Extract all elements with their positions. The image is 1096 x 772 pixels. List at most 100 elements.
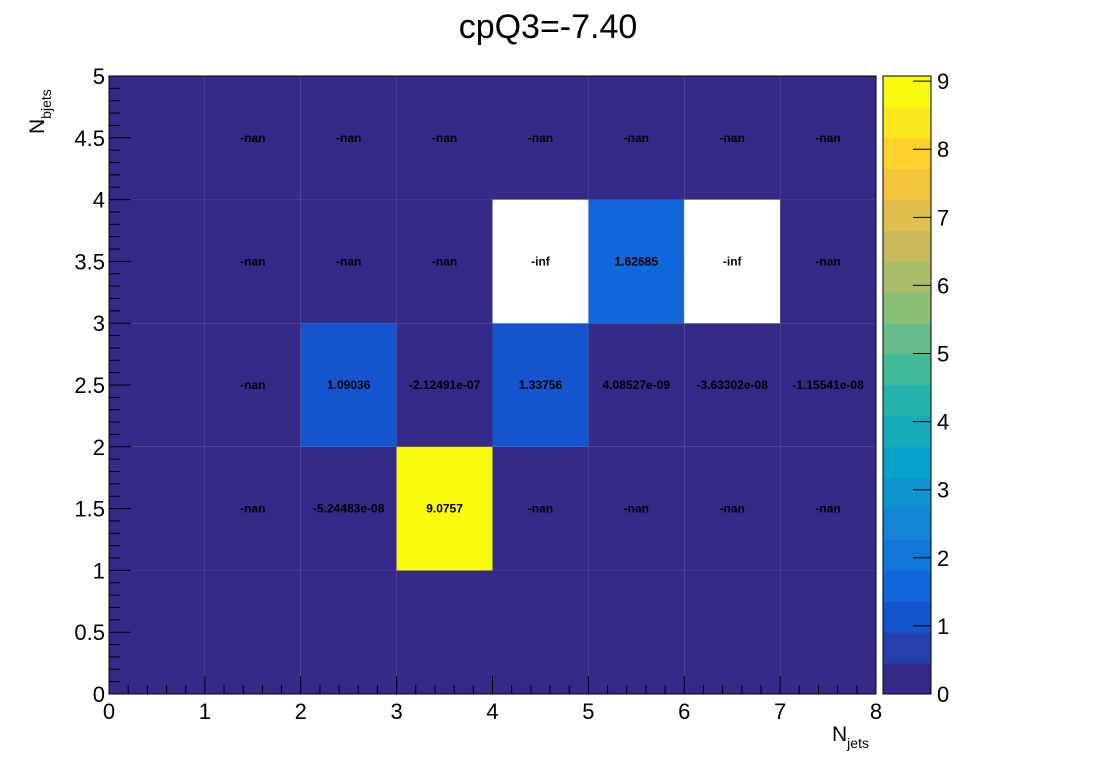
y-axis-ticks: 0 0.5 1 1.5 2 2.5 3 3.5 4 4.5 5 (74, 64, 131, 707)
color-scale-tick-label: 1 (937, 614, 949, 639)
cell-value-label: 1.09036 (327, 378, 371, 392)
x-tick-label: 8 (870, 699, 882, 724)
y-axis-label: Nbjets (26, 89, 54, 134)
cell-value-label: -nan (240, 378, 265, 392)
color-scale-band (883, 292, 931, 324)
color-scale-band (883, 632, 931, 664)
cell-value-label: -nan (240, 502, 265, 516)
cell-value-label: -nan (720, 502, 745, 516)
heatmap-cell (396, 199, 493, 324)
x-tick-label: 0 (103, 699, 115, 724)
heatmap-cell (204, 76, 301, 200)
heatmap-cell (780, 570, 876, 694)
color-scale-ticks: 0 1 2 3 4 5 6 7 8 9 (913, 69, 949, 707)
cell-value-label: -nan (815, 502, 840, 516)
color-scale-band (883, 323, 931, 355)
heatmap-cell (492, 446, 589, 571)
heatmap-cell (588, 323, 685, 447)
y-tick-label: 2 (93, 435, 105, 460)
cell-value-label: -nan (432, 131, 457, 145)
color-scale-band (883, 415, 931, 448)
y-tick-label: 4 (93, 188, 105, 213)
cell-value-label: 4.08527e-09 (603, 378, 671, 392)
color-scale-band (883, 199, 931, 231)
heatmap-cell (780, 76, 876, 200)
heatmap-cell (492, 76, 589, 200)
x-tick-label: 7 (774, 699, 786, 724)
cell-value-label: -1.15541e-08 (792, 378, 864, 392)
x-tick-label: 1 (199, 699, 211, 724)
heatmap-cell (588, 570, 685, 694)
color-scale-band (883, 663, 931, 695)
x-axis-ticks: 0 1 2 3 4 5 6 7 8 (103, 676, 882, 724)
y-tick-label: 1 (93, 558, 105, 583)
x-tick-label: 5 (582, 699, 594, 724)
y-tick-label: 2.5 (74, 373, 105, 398)
heatmap-cell (396, 76, 493, 200)
color-scale-tick-label: 6 (937, 273, 949, 298)
heatmap-cell (588, 446, 685, 571)
color-scale-tick-label: 7 (937, 205, 949, 230)
cell-labels: -nan -5.24483e-08 9.0757 -nan -nan -nan -nan -n… (240, 131, 864, 516)
heatmap-cell (204, 446, 301, 571)
color-scale-band (883, 106, 931, 139)
heatmap-cell (204, 199, 301, 324)
x-tick-label: 3 (391, 699, 403, 724)
heatmap-cell (300, 76, 397, 200)
heatmap-cell (684, 446, 781, 571)
cell-value-label: -nan (624, 131, 649, 145)
heatmap-cell (204, 570, 301, 694)
color-scale-bar (883, 76, 931, 695)
color-scale-frame (882, 75, 932, 695)
color-scale-tick-label: 2 (937, 546, 949, 571)
cell-value-label: -inf (531, 254, 551, 268)
cell-value-label: -nan (336, 254, 361, 268)
heatmap-cell (684, 570, 781, 694)
heatmap-cell (396, 570, 493, 694)
heatmap-cell (396, 323, 493, 447)
cell-value-label: -nan (432, 254, 457, 268)
heatmap-cell (300, 446, 397, 571)
color-scale-tick-label: 9 (937, 69, 949, 94)
x-tick-label: 2 (295, 699, 307, 724)
heatmap-cells (109, 76, 876, 694)
cell-value-label: -nan (815, 131, 840, 145)
color-scale-band (883, 570, 931, 602)
heatmap-cell (300, 570, 397, 694)
heatmap-cell (684, 323, 781, 447)
color-scale-band (883, 385, 931, 417)
color-scale-tick-label: 3 (937, 478, 949, 503)
heatmap-cell (780, 323, 876, 447)
y-tick-label: 3 (93, 311, 105, 336)
y-tick-label: 0.5 (74, 620, 105, 645)
y-tick-label: 4.5 (74, 126, 105, 151)
color-scale-band (883, 230, 931, 262)
heatmap-cell (492, 323, 589, 447)
heatmap-cell (780, 446, 876, 571)
cell-value-label: -3.63302e-08 (696, 378, 768, 392)
color-scale-tick-label: 5 (937, 342, 949, 367)
color-scale-band (883, 477, 931, 510)
y-tick-label: 5 (93, 64, 105, 89)
heatmap-cell (780, 199, 876, 324)
chart-title: cpQ3=-7.40 (459, 8, 638, 46)
y-tick-label: 1.5 (74, 497, 105, 522)
color-scale-band (883, 539, 931, 571)
cell-value-label: -inf (723, 254, 743, 268)
cell-value-label: -nan (240, 131, 265, 145)
x-tick-label: 4 (486, 699, 498, 724)
cell-value-label: -2.12491e-07 (409, 378, 481, 392)
heatmap-cell (204, 323, 301, 447)
x-axis-label: Njets (832, 723, 869, 751)
heatmap-cell (492, 570, 589, 694)
color-scale-band (883, 354, 931, 386)
y-tick-label: 3.5 (74, 249, 105, 274)
heatmap-cell (588, 199, 685, 324)
heatmap-cell (588, 76, 685, 200)
heatmap-cell (492, 199, 589, 324)
color-scale-tick-label: 8 (937, 137, 949, 162)
heatmap-cell (300, 199, 397, 324)
heatmap-cell (300, 323, 397, 447)
cell-value-label: 9.0757 (426, 502, 463, 516)
